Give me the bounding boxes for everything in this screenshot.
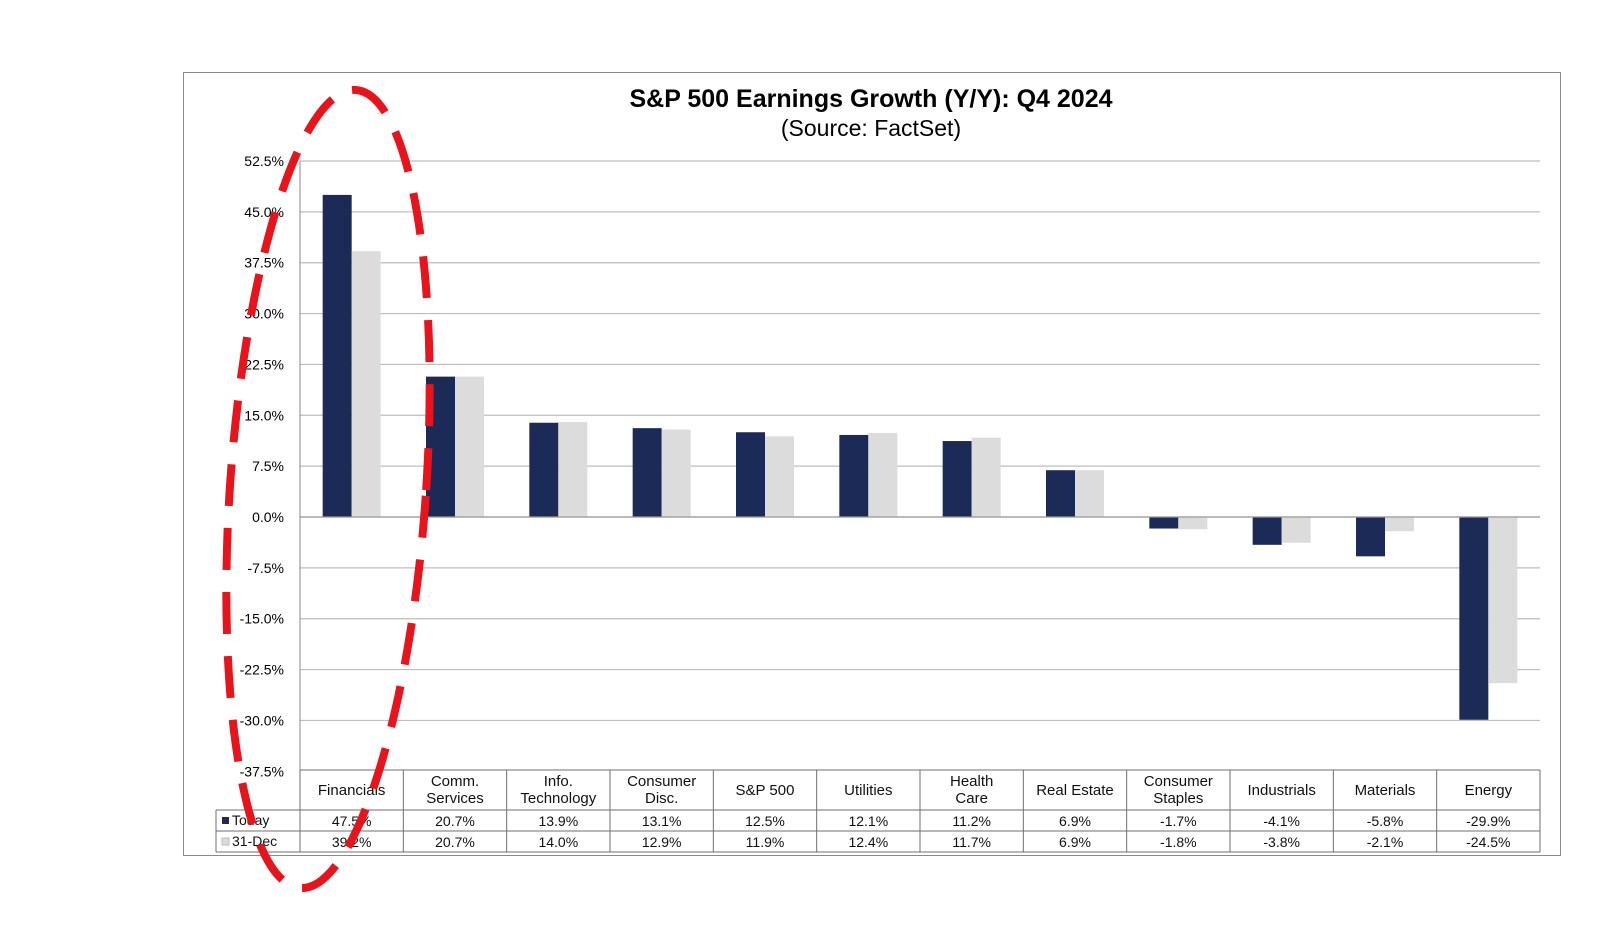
bar-today-7	[1046, 470, 1075, 517]
y-tick-label: 0.0%	[252, 509, 284, 525]
bar-today-4	[736, 432, 765, 517]
bar-31-dec-6	[971, 437, 1001, 517]
data-label-31-dec: -1.8%	[1160, 834, 1197, 850]
bar-31-dec-0	[351, 251, 381, 518]
data-label-today: 13.9%	[538, 813, 578, 829]
category-label: Care	[955, 790, 988, 807]
category-label: Disc.	[645, 790, 678, 807]
data-label-31-dec: -2.1%	[1367, 834, 1404, 850]
category-label: Services	[426, 790, 484, 807]
bar-31-dec-3	[661, 429, 691, 517]
bar-today-9	[1252, 517, 1282, 545]
category-label: Materials	[1355, 782, 1416, 799]
category-label: Staples	[1153, 790, 1203, 807]
data-label-31-dec: 11.7%	[952, 834, 991, 850]
category-label: Industrials	[1247, 782, 1315, 799]
y-tick-label: -7.5%	[247, 560, 284, 576]
bar-today-5	[839, 434, 869, 517]
legend-swatch-0	[222, 817, 229, 824]
data-label-today: 11.2%	[952, 813, 991, 829]
category-label: Consumer	[627, 773, 696, 790]
y-tick-label: -37.5%	[240, 763, 284, 779]
y-tick-label: 37.5%	[244, 255, 284, 271]
data-label-31-dec: 12.9%	[642, 834, 682, 850]
bar-today-8	[1149, 517, 1179, 529]
data-label-31-dec: 20.7%	[435, 834, 475, 850]
bar-31-dec-9	[1281, 517, 1311, 543]
data-label-today: -4.1%	[1263, 813, 1300, 829]
category-label: S&P 500	[736, 782, 795, 799]
bar-31-dec-11	[1488, 517, 1518, 684]
bar-31-dec-1	[455, 376, 484, 517]
category-label: Info.	[544, 773, 573, 790]
legend-label: 31-Dec	[232, 833, 277, 849]
y-tick-label: 22.5%	[244, 356, 284, 372]
data-label-today: 6.9%	[1059, 813, 1091, 829]
category-label: Utilities	[844, 782, 892, 799]
data-label-today: -29.9%	[1466, 813, 1510, 829]
data-label-today: 12.5%	[745, 813, 785, 829]
data-label-today: 13.1%	[642, 813, 682, 829]
y-tick-label: 15.0%	[244, 407, 284, 423]
data-label-31-dec: -24.5%	[1466, 834, 1510, 850]
y-tick-label: -15.0%	[240, 611, 284, 627]
bar-today-6	[942, 441, 972, 517]
category-label: Energy	[1465, 782, 1513, 799]
bar-31-dec-8	[1178, 517, 1208, 530]
bar-31-dec-5	[868, 432, 898, 517]
annotation-dashed-ellipse	[222, 85, 434, 893]
chart-title: S&P 500 Earnings Growth (Y/Y): Q4 2024	[629, 85, 1112, 113]
bar-today-10	[1356, 517, 1385, 557]
bar-31-dec-7	[1075, 470, 1104, 517]
data-label-31-dec: 6.9%	[1059, 834, 1091, 850]
bar-31-dec-4	[765, 436, 794, 517]
bar-today-3	[632, 428, 662, 517]
data-label-31-dec: 11.9%	[746, 834, 785, 850]
category-label: Financials	[318, 782, 386, 799]
bar-31-dec-10	[1385, 517, 1414, 532]
data-label-31-dec: 14.0%	[538, 834, 578, 850]
category-label: Health	[950, 773, 993, 790]
y-tick-label: -30.0%	[240, 712, 284, 728]
data-label-31-dec: -3.8%	[1263, 834, 1300, 850]
category-label: Real Estate	[1036, 782, 1114, 799]
category-label: Comm.	[431, 773, 479, 790]
y-tick-label: -22.5%	[240, 662, 284, 678]
y-tick-label: 52.5%	[244, 153, 284, 169]
bar-31-dec-2	[558, 422, 588, 517]
category-label: Consumer	[1144, 773, 1213, 790]
data-label-today: 12.1%	[848, 813, 888, 829]
category-label: Technology	[520, 790, 596, 807]
data-label-today: 20.7%	[435, 813, 475, 829]
bar-today-2	[529, 422, 559, 517]
legend-swatch-1	[221, 837, 230, 846]
chart-subtitle: (Source: FactSet)	[781, 115, 961, 141]
bar-today-0	[322, 194, 352, 517]
y-tick-label: 45.0%	[244, 204, 284, 220]
y-tick-label: 7.5%	[252, 458, 284, 474]
data-label-31-dec: 12.4%	[848, 834, 888, 850]
bar-today-11	[1459, 517, 1489, 720]
data-label-today: -5.8%	[1367, 813, 1404, 829]
data-label-today: -1.7%	[1160, 813, 1197, 829]
